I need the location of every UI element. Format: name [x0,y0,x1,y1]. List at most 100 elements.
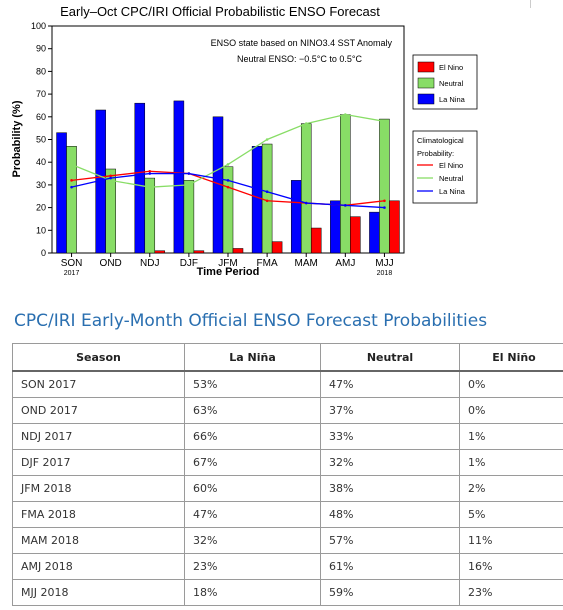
cell-la-nina: 53% [184,370,321,398]
climatology-point-neutral [109,179,112,182]
cell-el-nino: 1% [459,423,563,450]
y-tick-label: 80 [36,66,46,76]
annotation-sst: ENSO state based on NINO3.4 SST Anomaly [211,38,393,48]
table-row: SON 2017 53% 47% 0% [12,370,563,398]
bar-el-nino [232,248,244,254]
climatology-point-neutral [383,120,386,123]
bar-el-nino [350,216,361,254]
bar-neutral [300,123,312,254]
bar-la-nina [251,146,263,254]
annotation-neutral-range: Neutral ENSO: −0.5°C to 0.5°C [237,54,363,64]
climatology-point-neutral [70,163,73,166]
cell-neutral: 33% [320,423,460,450]
y-tick-label: 50 [36,135,46,145]
bar-el-nino [271,241,283,254]
section-title: CPC/IRI Early-Month Official ENSO Foreca… [14,311,488,331]
y-tick-label: 60 [36,112,46,122]
climatology-point-la-nina [226,179,230,182]
cell-neutral: 59% [320,579,460,606]
climatology-point-el-nino [265,199,269,203]
cell-neutral: 47% [320,370,460,398]
bar-neutral [261,143,273,254]
x-tick-label: AMJ [335,258,355,269]
x-tick-label: OND [100,258,122,269]
bar-neutral [144,177,156,254]
cell-season: OND 2017 [12,397,185,424]
bar-el-nino [310,227,322,254]
cell-la-nina: 32% [184,527,321,554]
y-tick-label: 0 [41,248,46,258]
x-tick-label: NDJ [140,258,159,269]
cell-el-nino: 5% [459,501,563,528]
climatology-legend-title: Climatological [417,136,464,145]
table-body: SON 2017 53% 47% 0% OND 2017 63% 37% 0% NDJ 2017… [12,370,563,606]
x-tick-label: JFM [218,258,237,269]
table-row: OND 2017 63% 37% 0% [12,397,563,424]
y-tick-label: 20 [36,203,46,213]
legend-label-la-nina: La Nina [439,95,466,104]
x-tick-label: FMA [257,258,278,269]
cell-la-nina: 60% [184,475,321,502]
climatology-point-el-nino [109,174,112,178]
table-row: JFM 2018 60% 38% 2% [12,475,563,502]
y-tick-label: 10 [36,225,46,235]
climatology-point-neutral [304,122,308,125]
cell-season: SON 2017 [12,370,185,398]
bar-la-nina [330,200,341,254]
cell-el-nino: 11% [459,527,563,554]
climatology-point-el-nino [70,179,73,182]
bar-la-nina [173,100,185,254]
cell-season: JFM 2018 [12,475,185,502]
climatology-point-la-nina [109,176,112,180]
bar-la-nina [369,211,380,254]
climatology-point-la-nina [265,190,269,194]
y-tick-label: 40 [36,157,46,167]
x-tick-sublabel: 2017 [64,270,80,277]
bar-neutral [183,180,195,254]
cell-el-nino: 16% [459,553,563,580]
y-tick-label: 90 [36,44,46,54]
header-season: Season [12,343,185,372]
cell-neutral: 61% [320,553,460,580]
cell-el-nino: 1% [459,449,563,476]
x-tick-label: SON [61,258,83,269]
header-neutral: Neutral [320,343,460,372]
climatology-point-el-nino [148,169,152,173]
legend-swatch-el-nino [417,61,435,73]
chart-title: Early–Oct CPC/IRI Official Probabilistic… [60,4,380,19]
climatology-legend-label-el-nino: El Nino [439,161,463,170]
cell-season: FMA 2018 [12,501,185,528]
climatology-point-la-nina [344,204,347,207]
cell-neutral: 37% [320,397,460,424]
table-row: MJJ 2018 18% 59% 23% [12,579,563,606]
cell-el-nino: 0% [459,370,563,398]
chart-svg: Early–Oct CPC/IRI Official Probabilistic… [11,4,478,278]
climatology-point-la-nina [383,206,386,209]
climatology-legend-label-la-nina: La Nina [439,187,466,196]
cell-neutral: 48% [320,501,460,528]
climatology-point-neutral [344,113,347,116]
legend-label-el-nino: El Nino [439,63,463,72]
cell-neutral: 32% [320,449,460,476]
table-row: DJF 2017 67% 32% 1% [12,449,563,476]
cell-neutral: 38% [320,475,460,502]
cell-season: NDJ 2017 [12,423,185,450]
table-header-row: Season La Niña Neutral El Niño [12,343,563,372]
bar-neutral [379,118,390,254]
cell-el-nino: 23% [459,579,563,606]
bar-neutral [340,114,351,254]
y-tick-label: 70 [36,89,46,99]
bar-neutral [66,146,77,254]
legend-label-neutral: Neutral [439,79,464,88]
climatology-legend-label-neutral: Neutral [439,174,464,183]
climatology-point-neutral [148,185,152,189]
cell-el-nino: 2% [459,475,563,502]
cell-neutral: 57% [320,527,460,554]
bar-el-nino [193,250,205,254]
y-tick-label: 30 [36,180,46,190]
legend-swatch-la-nina [417,93,435,105]
cell-la-nina: 18% [184,579,321,606]
climatology-point-la-nina [70,185,73,189]
climatology-point-neutral [187,183,191,187]
cell-season: AMJ 2018 [12,553,185,580]
